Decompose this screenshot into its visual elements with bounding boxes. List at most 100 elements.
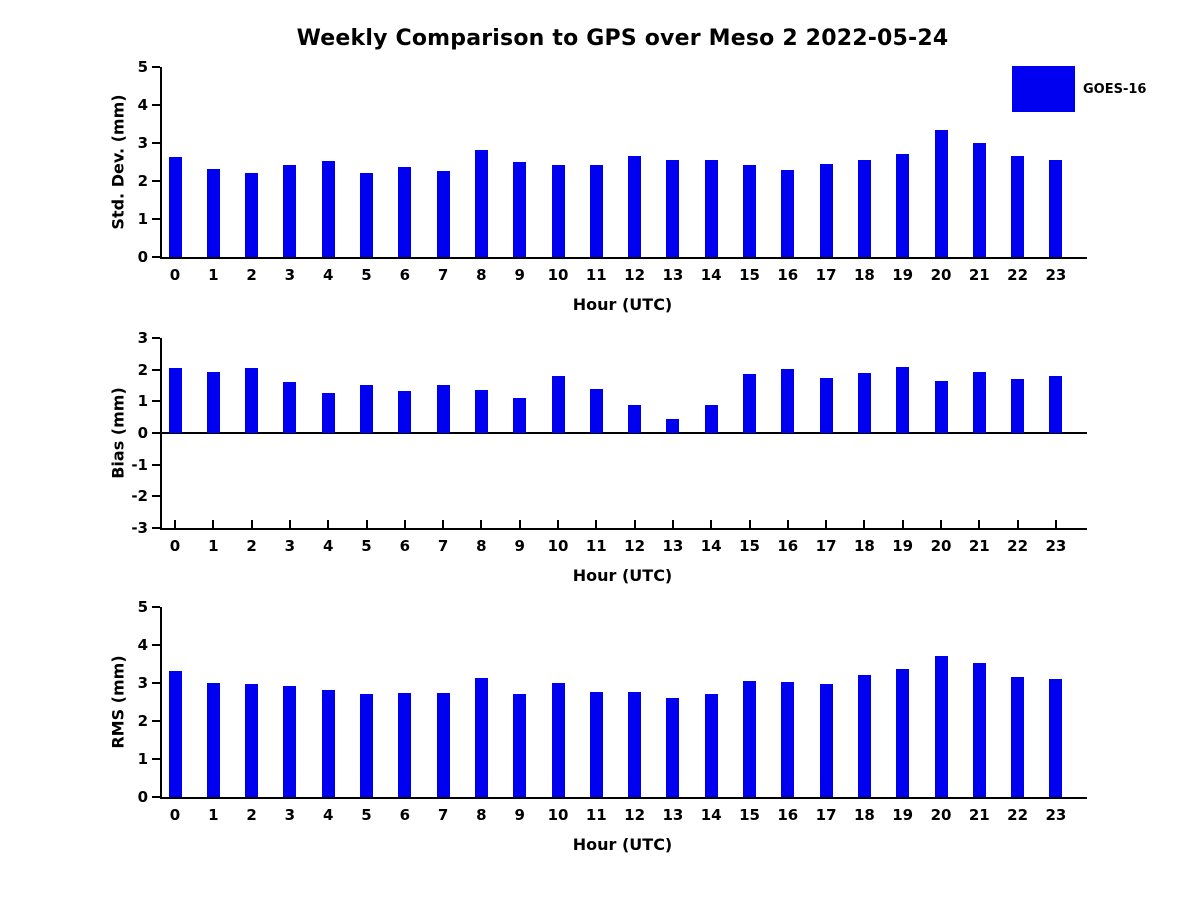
- bar-hour-21: [972, 142, 986, 257]
- y-axis-label: RMS (mm): [108, 655, 128, 749]
- x-tick-label: 19: [892, 266, 914, 284]
- x-tick-label: 6: [399, 266, 411, 284]
- y-tick-label: 3: [137, 134, 148, 152]
- y-tick-label: 1: [137, 210, 148, 228]
- bar-hour-8: [474, 389, 488, 433]
- bar-hour-4: [321, 392, 335, 433]
- y-tick-label: -3: [131, 519, 148, 537]
- y-tick-label: 1: [137, 750, 148, 768]
- y-tick-label: 3: [137, 674, 148, 692]
- x-tick-label: 11: [585, 806, 607, 824]
- bar-hour-16: [781, 681, 795, 797]
- x-tick-mark: [557, 520, 559, 528]
- bar-hour-22: [1011, 677, 1025, 797]
- x-tick-label: 16: [777, 806, 799, 824]
- y-tick-label: -2: [131, 487, 148, 506]
- x-tick-label: 15: [739, 537, 760, 555]
- bar-hour-14: [704, 694, 718, 797]
- x-tick-label: 7: [437, 537, 449, 555]
- y-tick-label: 2: [137, 712, 148, 730]
- bar-hour-18: [857, 675, 871, 797]
- bar-hour-18: [857, 372, 871, 433]
- bar-hour-7: [436, 693, 450, 797]
- y-tick-mark: [152, 796, 160, 798]
- bar-hour-10: [551, 682, 565, 797]
- x-tick-label: 4: [322, 537, 334, 555]
- bar-hour-14: [704, 405, 718, 433]
- x-tick-label: 1: [208, 266, 219, 284]
- subplot-std-dev: Std. Dev. (mm) 0 1 2 3 4 5 0 1 2 3 4 5 6 7 8 9 10 11 12 13 1…: [0, 58, 1200, 317]
- x-tick-label: 18: [853, 537, 875, 555]
- bar-hour-13: [666, 159, 680, 257]
- bar-hour-3: [283, 686, 297, 797]
- x-tick-label: 2: [246, 806, 257, 824]
- bar-hour-18: [857, 159, 871, 257]
- x-tick-label: 13: [662, 537, 684, 555]
- x-tick-label: 11: [585, 266, 607, 284]
- x-tick-label: 0: [169, 806, 181, 824]
- y-tick-label: 2: [137, 360, 148, 379]
- x-tick-label: 20: [930, 806, 952, 824]
- x-tick-mark: [518, 520, 521, 528]
- x-tick-label: 23: [1045, 266, 1067, 284]
- x-tick-label: 13: [662, 806, 684, 824]
- bar-hour-17: [819, 377, 833, 433]
- y-tick-mark: [152, 644, 160, 646]
- bar-hour-7: [436, 384, 450, 433]
- y-tick-label: 4: [137, 96, 148, 114]
- legend: GOES-16: [1012, 66, 1146, 112]
- x-tick-label: 1: [208, 537, 219, 555]
- x-tick-label: 12: [624, 806, 646, 824]
- y-tick-mark: [152, 720, 160, 722]
- y-tick-mark: [152, 527, 160, 529]
- bar-hour-2: [245, 683, 259, 797]
- bar-hour-2: [245, 173, 259, 257]
- x-tick-label: 16: [777, 266, 799, 284]
- x-tick-label: 14: [700, 537, 722, 555]
- x-tick-mark: [480, 520, 483, 528]
- x-tick-label: 16: [777, 537, 799, 555]
- bar-hour-22: [1011, 378, 1025, 433]
- x-tick-mark: [1054, 520, 1057, 528]
- x-tick-label: 10: [547, 806, 569, 824]
- y-tick-mark: [152, 682, 160, 684]
- bar-hour-10: [551, 165, 565, 257]
- x-tick-label: 19: [892, 537, 914, 555]
- bar-hour-0: [168, 368, 182, 433]
- bar-hour-4: [321, 160, 335, 257]
- x-tick-label: 17: [815, 266, 837, 284]
- bar-hour-15: [743, 681, 756, 797]
- y-tick-label: 2: [137, 172, 148, 190]
- x-tick-label: 8: [476, 266, 487, 284]
- x-tick-label: 12: [624, 266, 646, 284]
- x-tick-label: 0: [169, 266, 181, 284]
- x-tick-label: 14: [700, 266, 722, 284]
- y-tick-mark: [152, 495, 160, 498]
- bar-hour-16: [781, 369, 795, 433]
- x-tick-mark: [940, 520, 942, 528]
- x-tick-label: 9: [514, 537, 525, 555]
- x-tick-mark: [327, 520, 330, 528]
- x-tick-mark: [863, 520, 866, 528]
- x-tick-mark: [901, 520, 904, 528]
- legend-label: GOES-16: [1083, 81, 1147, 97]
- x-axis-label: Hour (UTC): [572, 295, 673, 314]
- chart-title: Weekly Comparison to GPS over Meso 2 202…: [296, 26, 949, 51]
- bar-hour-14: [704, 159, 718, 257]
- x-tick-label: 10: [547, 537, 569, 555]
- bar-hour-23: [1049, 159, 1063, 257]
- bar-hour-1: [206, 371, 220, 433]
- x-tick-mark: [710, 520, 713, 528]
- x-tick-mark: [288, 520, 291, 528]
- y-tick-label: -1: [131, 455, 148, 474]
- bar-hour-8: [474, 678, 488, 797]
- plot-area-bias: 3 2 1 0 -1 -2 -3 0 1 2 3 4 5 6 7 8 9 10 11 12 13 14 15 16 17 18 19…: [131, 329, 1087, 555]
- x-tick-label: 6: [399, 537, 411, 555]
- y-tick-label: 3: [137, 329, 148, 347]
- plot-area-rms: 0 1 2 3 4 5 0 1 2 3 4 5 6 7 8 9 10 11 12 13 14 15 16 17 18 19 20 21…: [138, 598, 1087, 824]
- x-tick-mark: [671, 520, 674, 528]
- y-tick-label: 0: [137, 248, 148, 266]
- x-tick-label: 12: [624, 537, 646, 555]
- bar-hour-11: [589, 165, 603, 257]
- y-tick-label: 5: [137, 598, 148, 616]
